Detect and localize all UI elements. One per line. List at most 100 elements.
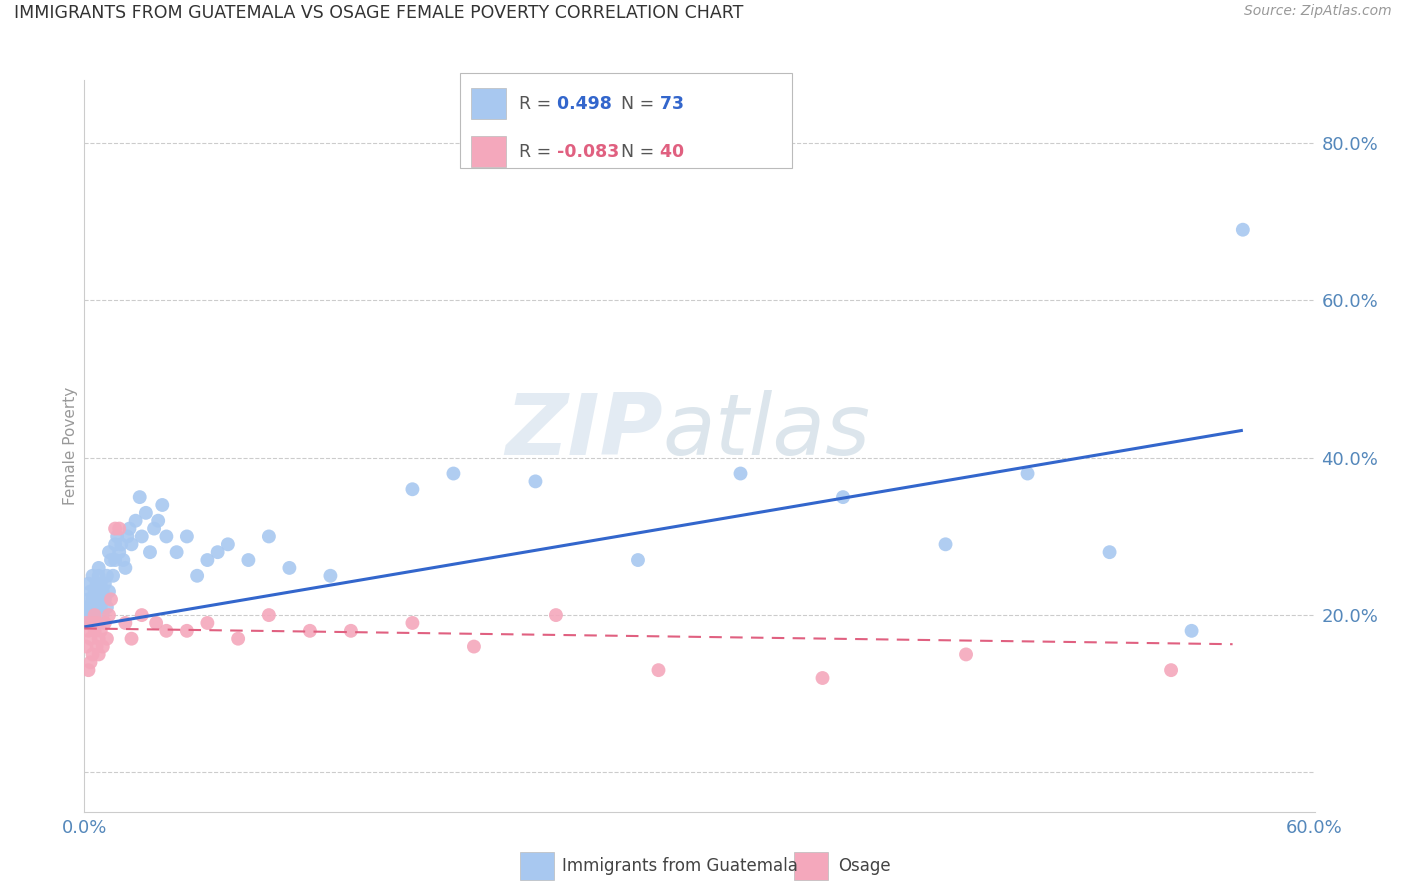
Point: [87, 648, 110, 662]
Point: [114, 615, 136, 630]
Point: [176, 529, 198, 543]
Point: [82, 600, 104, 615]
Point: [108, 545, 131, 559]
Point: [524, 475, 547, 489]
Point: [238, 553, 260, 567]
Point: [627, 553, 650, 567]
Y-axis label: Female Poverty: Female Poverty: [63, 387, 77, 505]
Point: [87, 632, 110, 646]
Point: [98, 608, 121, 623]
Point: [155, 529, 177, 543]
Point: [98, 584, 121, 599]
Point: [832, 490, 855, 504]
Point: [166, 545, 188, 559]
Point: [94, 576, 117, 591]
Point: [1160, 663, 1182, 677]
Point: [90, 576, 112, 591]
Point: [96, 632, 118, 646]
Point: [197, 615, 219, 630]
Point: [298, 624, 321, 638]
Point: [98, 545, 121, 559]
Point: [101, 568, 124, 582]
Text: IMMIGRANTS FROM GUATEMALA VS OSAGE FEMALE POVERTY CORRELATION CHART: IMMIGRANTS FROM GUATEMALA VS OSAGE FEMAL…: [14, 4, 744, 22]
Point: [112, 553, 135, 567]
Point: [100, 553, 122, 567]
Point: [257, 529, 280, 543]
Point: [82, 615, 104, 630]
Point: [90, 592, 112, 607]
Point: [207, 545, 229, 559]
Point: [114, 561, 136, 575]
Point: [340, 624, 363, 638]
Point: [75, 640, 97, 654]
Point: [150, 498, 173, 512]
Point: [935, 537, 957, 551]
Point: [83, 592, 105, 607]
Point: [1017, 467, 1039, 481]
Point: [87, 561, 110, 575]
Point: [83, 608, 105, 623]
Text: R =: R =: [519, 95, 551, 113]
Point: [79, 608, 101, 623]
Point: [75, 600, 97, 615]
Text: 40: 40: [654, 143, 683, 161]
Point: [83, 584, 105, 599]
Point: [79, 584, 101, 599]
Point: [75, 615, 97, 630]
Point: [91, 640, 114, 654]
Point: [77, 592, 100, 607]
Point: [77, 663, 100, 677]
Text: atlas: atlas: [662, 390, 870, 473]
Point: [176, 624, 198, 638]
Point: [118, 522, 141, 536]
Point: [128, 490, 150, 504]
Point: [86, 592, 108, 607]
Point: [155, 624, 177, 638]
Point: [117, 529, 139, 543]
Point: [94, 592, 117, 607]
Point: [186, 568, 208, 582]
Point: [143, 522, 166, 536]
Point: [77, 624, 100, 638]
Point: [257, 608, 280, 623]
Point: [131, 529, 153, 543]
Point: [135, 506, 157, 520]
Point: [86, 600, 108, 615]
Point: [811, 671, 834, 685]
Point: [121, 537, 143, 551]
Point: [100, 592, 122, 607]
Point: [79, 655, 101, 669]
Point: [91, 584, 114, 599]
Point: [463, 640, 485, 654]
Point: [1232, 223, 1254, 237]
Point: [278, 561, 301, 575]
Point: [121, 632, 143, 646]
Point: [90, 600, 112, 615]
Text: N =: N =: [621, 143, 655, 161]
Point: [145, 615, 167, 630]
Point: [77, 608, 100, 623]
Point: [1181, 624, 1204, 638]
Point: [131, 608, 153, 623]
Point: [82, 648, 104, 662]
Text: Source: ZipAtlas.com: Source: ZipAtlas.com: [1244, 4, 1392, 19]
Point: [217, 537, 239, 551]
Point: [75, 615, 97, 630]
Text: 73: 73: [654, 95, 683, 113]
Point: [110, 537, 132, 551]
Point: [105, 529, 128, 543]
Point: [86, 640, 108, 654]
Point: [955, 648, 977, 662]
Point: [86, 576, 108, 591]
Text: R =: R =: [519, 143, 551, 161]
Point: [443, 467, 465, 481]
Point: [91, 608, 114, 623]
Text: N =: N =: [621, 95, 655, 113]
Point: [83, 608, 105, 623]
Point: [86, 615, 108, 630]
Point: [139, 545, 162, 559]
Point: [90, 624, 112, 638]
Text: Immigrants from Guatemala: Immigrants from Guatemala: [562, 857, 799, 875]
Point: [96, 600, 118, 615]
Point: [108, 522, 131, 536]
